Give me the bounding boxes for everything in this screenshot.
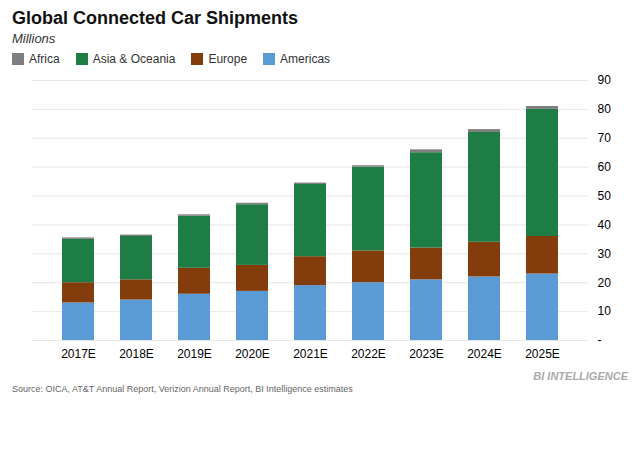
html-text:BI INTELLIGENCE: BI INTELLIGENCE <box>533 370 628 382</box>
svg-text:30: 30 <box>598 247 612 261</box>
svg-text:2018E: 2018E <box>119 347 154 361</box>
html-text:Americas: Americas <box>280 52 331 66</box>
svg-text:60: 60 <box>598 160 612 174</box>
html-text:Asia & Oceania: Asia & Oceania <box>92 52 176 66</box>
html-text:Source: OICA, AT&T Annual Repo: Source: OICA, AT&T Annual Report, Verizi… <box>12 384 353 394</box>
svg-text:2019E: 2019E <box>177 347 212 361</box>
svg-text:2024E: 2024E <box>467 347 502 361</box>
svg-text:80: 80 <box>598 102 612 116</box>
html-text:Europe: Europe <box>208 52 248 66</box>
html-text:Global Connected Car Shipments: Global Connected Car Shipments <box>12 8 298 28</box>
html-text:Millions: Millions <box>12 31 56 46</box>
svg-text:2021E: 2021E <box>293 347 328 361</box>
svg-text:2020E: 2020E <box>235 347 270 361</box>
svg-text:2025E: 2025E <box>525 347 560 361</box>
svg-text:2017E: 2017E <box>61 347 96 361</box>
svg-text:50: 50 <box>598 189 612 203</box>
svg-text:70: 70 <box>598 131 612 145</box>
svg-text:20: 20 <box>598 276 612 290</box>
svg-text:2022E: 2022E <box>351 347 386 361</box>
svg-text:10: 10 <box>598 304 612 318</box>
svg-text:2023E: 2023E <box>409 347 444 361</box>
svg-text:40: 40 <box>598 218 612 232</box>
html-text:Africa: Africa <box>29 52 60 66</box>
svg-text:90: 90 <box>598 73 612 87</box>
svg-text:-: - <box>598 333 602 347</box>
